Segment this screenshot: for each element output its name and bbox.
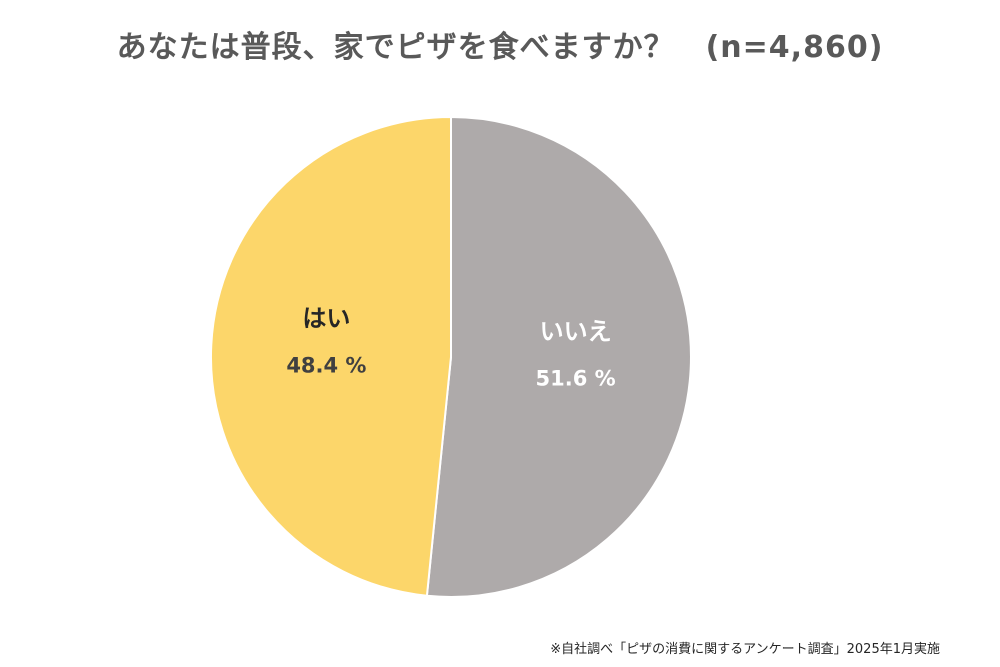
slice-value-label-0: 51.6 %	[536, 366, 616, 390]
pie-slices	[210, 115, 692, 598]
pie-slice-0	[425, 115, 692, 598]
pie-labels: いいえ 51.6 % はい 48.4 %	[286, 305, 615, 391]
chart-title: あなたは普段、家でピザを食べますか？ (n=4,860)	[116, 30, 884, 65]
pie-slice-1	[210, 115, 452, 597]
slice-value-label-1: 48.4 %	[286, 354, 366, 378]
slice-label-1: はい	[302, 305, 350, 333]
source-footnote: ※自社調べ「ピザの消費に関するアンケート調査」2025年1月実施	[550, 642, 940, 657]
slice-label-0: いいえ	[540, 317, 612, 345]
